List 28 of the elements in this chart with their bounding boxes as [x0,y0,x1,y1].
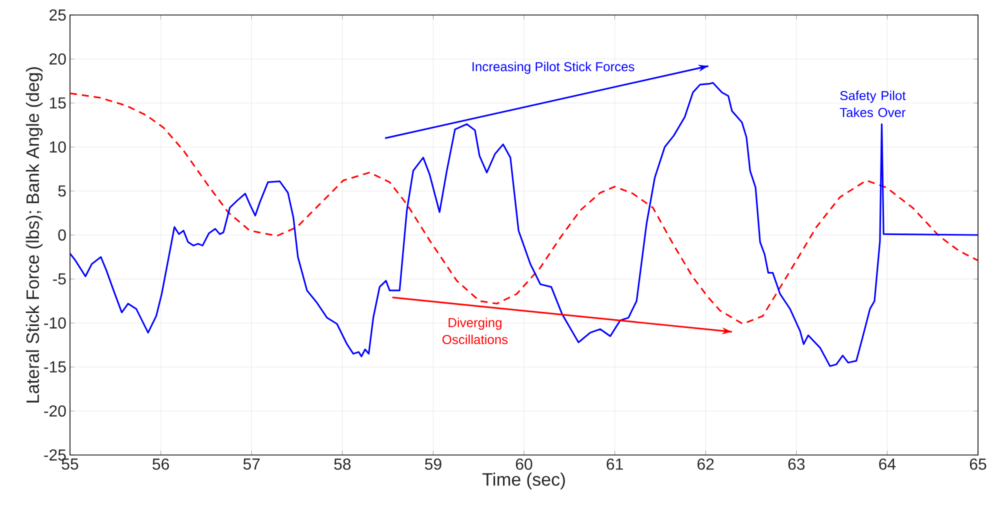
x-tick-label: 55 [62,458,78,470]
x-tick-label: 56 [152,458,169,470]
x-tick-label: 63 [788,458,805,470]
y-tick-label: 20 [50,53,66,65]
annotation: Increasing Pilot Stick Forces [472,62,634,74]
line-series [70,82,978,367]
y-tick-label: 10 [50,141,66,153]
annotation: Diverging Oscillations [442,318,508,344]
y-tick-label: 25 [50,9,66,21]
x-tick-label: 59 [424,458,442,470]
x-tick-label: 64 [879,458,896,470]
x-tick-label: 60 [516,458,532,470]
y-tick-label: 5 [58,185,66,197]
x-axis-title: Time (sec) [482,472,565,490]
y-tick-label: 0 [58,229,66,241]
y-tick-label: -10 [44,317,66,329]
annotation: Safety Pilot Takes Over [840,90,906,118]
x-tick-label: 57 [243,458,260,470]
y-axis-title: Lateral Stick Force (lbs); Bank Angle (deg) [26,67,43,402]
y-tick-label: -15 [44,361,66,373]
x-tick-label: 65 [970,458,986,470]
x-tick-label: 62 [698,458,714,470]
y-tick-label: 15 [50,97,66,109]
y-tick-label: -25 [44,449,66,461]
x-tick-label: 58 [334,458,351,470]
y-tick-label: -5 [53,273,66,285]
x-tick-label: 61 [606,458,623,470]
y-tick-label: -20 [44,405,66,417]
